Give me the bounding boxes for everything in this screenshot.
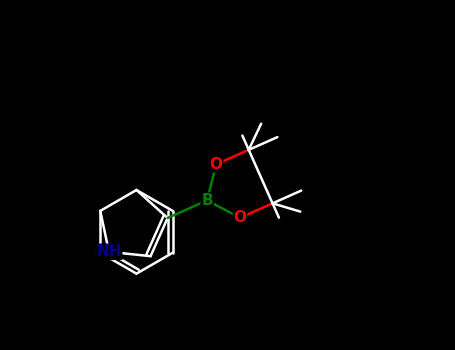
Text: NH: NH [96, 244, 121, 259]
Text: O: O [210, 157, 222, 172]
Text: B: B [201, 193, 213, 208]
Text: N: N [94, 245, 106, 260]
Text: O: O [233, 210, 247, 225]
